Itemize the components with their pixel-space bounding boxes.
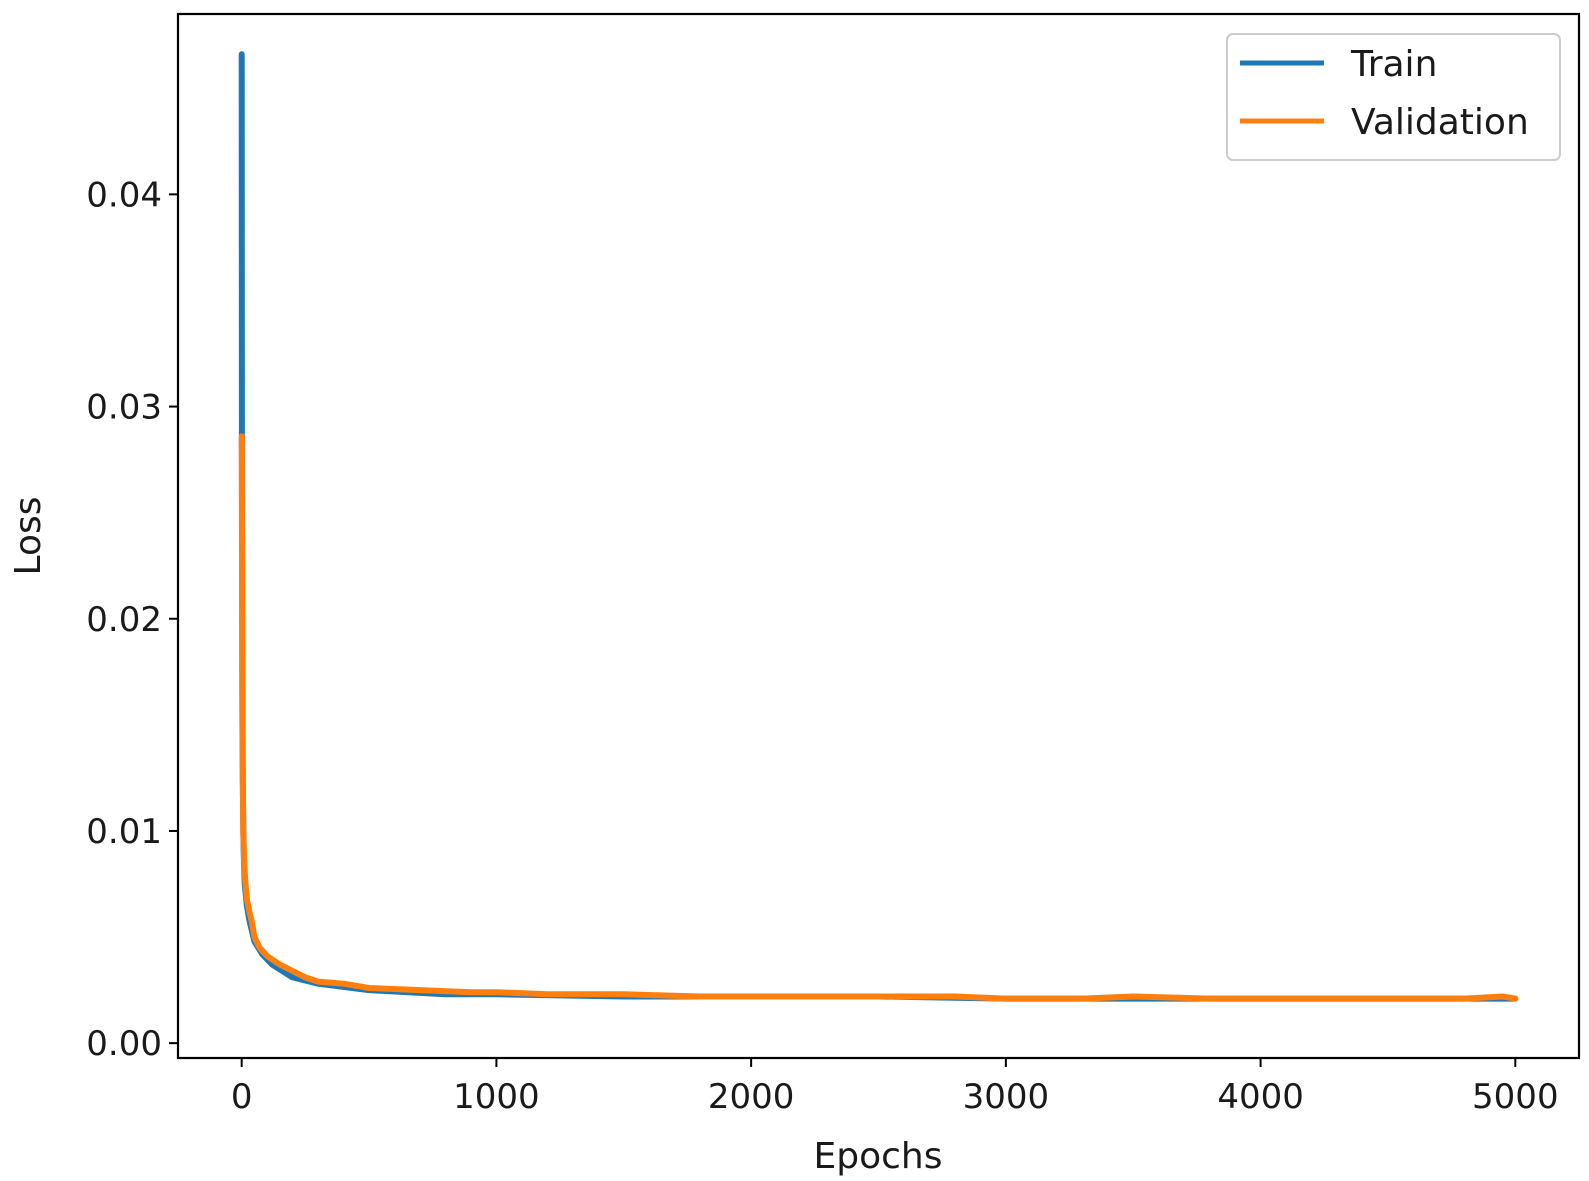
x-tick-label: 3000	[963, 1077, 1050, 1117]
legend: Train Validation	[1226, 33, 1561, 161]
series-line-validation	[238, 433, 1519, 1002]
x-tick-label: 4000	[1217, 1077, 1304, 1117]
plot-frame	[176, 12, 1581, 1060]
x-tick-label: 2000	[708, 1077, 795, 1117]
x-tick-label: 1000	[453, 1077, 540, 1117]
x-tick-label: 0	[231, 1077, 253, 1117]
legend-label-train: Train	[1350, 44, 1437, 85]
x-axis: 0 1000 2000 3000 4000 5000	[231, 1058, 1559, 1117]
y-tick-label: 0.02	[86, 600, 162, 640]
y-axis-title: Loss	[8, 497, 49, 576]
y-axis: 0.00 0.01 0.02 0.03 0.04	[86, 175, 178, 1064]
x-tick-label: 5000	[1472, 1077, 1559, 1117]
y-tick-label: 0.01	[86, 812, 162, 852]
plot-area	[178, 14, 1579, 1058]
x-axis-title: Epochs	[814, 1136, 943, 1177]
series-layer	[238, 51, 1519, 1002]
y-tick-label: 0.00	[86, 1024, 162, 1064]
y-tick-label: 0.04	[86, 175, 162, 215]
y-tick-label: 0.03	[86, 388, 162, 428]
legend-label-validation: Validation	[1351, 102, 1529, 143]
